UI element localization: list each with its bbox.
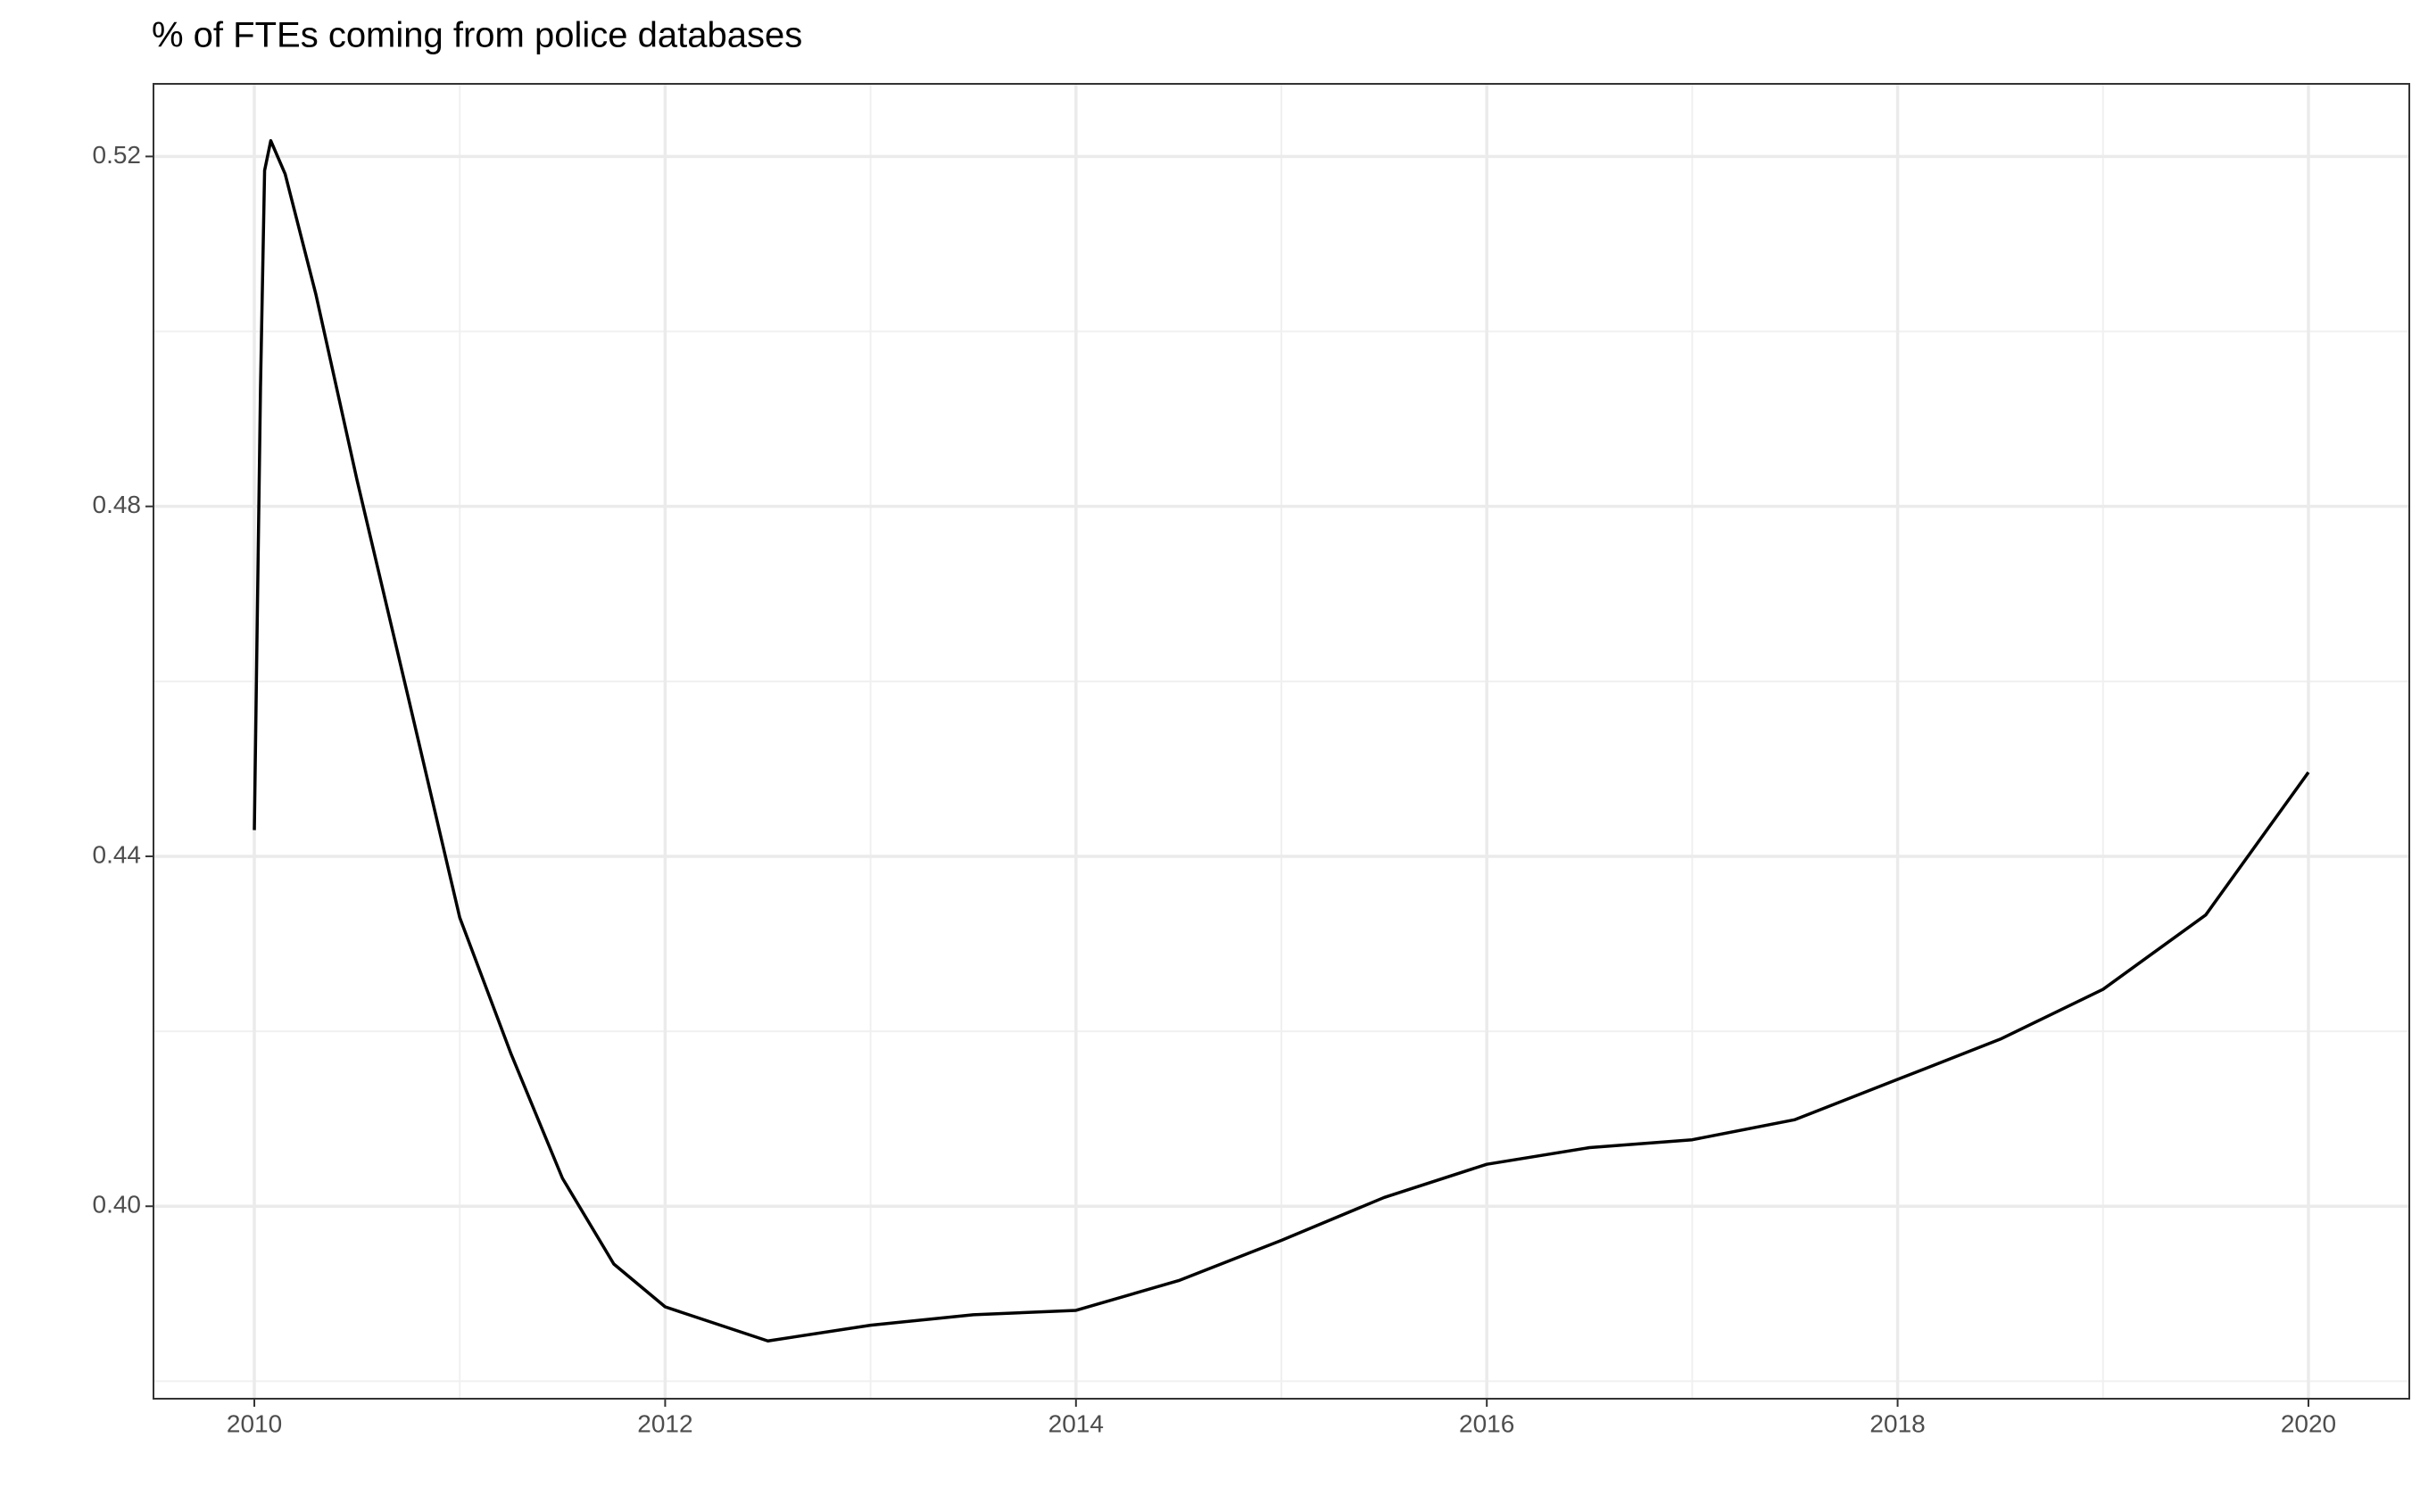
y-tick-label: 0.52	[93, 141, 142, 169]
x-tick-label: 2020	[2281, 1409, 2336, 1437]
y-tick-label: 0.40	[93, 1191, 142, 1219]
y-tick-label: 0.44	[93, 840, 142, 868]
data-line	[253, 138, 2310, 1343]
plot-border	[153, 83, 2410, 1400]
chart-title: % of FTEs coming from police databases	[152, 16, 802, 55]
x-tick-label: 2016	[1459, 1409, 1514, 1437]
x-tick-label: 2018	[1869, 1409, 1925, 1437]
x-tick-label: 2012	[637, 1409, 692, 1437]
x-tick-label: 2010	[227, 1409, 282, 1437]
y-tick-label: 0.48	[93, 491, 142, 518]
x-tick-label: 2014	[1048, 1409, 1104, 1437]
